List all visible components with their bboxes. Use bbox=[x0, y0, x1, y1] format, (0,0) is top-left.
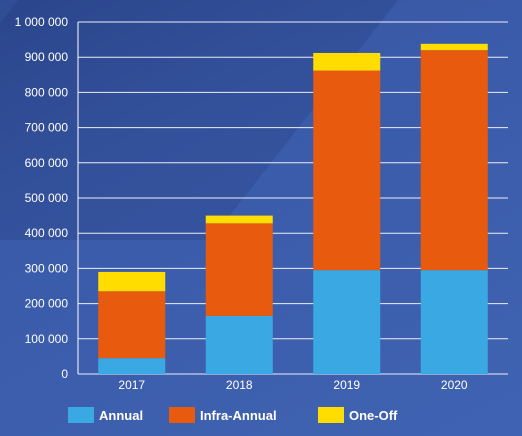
x-tick-label: 2017 bbox=[118, 378, 145, 392]
y-tick-label: 0 bbox=[61, 367, 68, 381]
y-tick-label: 200 000 bbox=[25, 297, 69, 311]
bar-one-off-2020 bbox=[420, 43, 488, 51]
bar-infra-annual-2018 bbox=[205, 223, 273, 316]
legend-swatch bbox=[169, 407, 195, 423]
y-tick-label: 900 000 bbox=[25, 50, 69, 64]
x-tick-label: 2020 bbox=[441, 378, 468, 392]
y-tick-label: 600 000 bbox=[25, 156, 69, 170]
bar-infra-annual-2020 bbox=[420, 50, 488, 271]
bar-annual-2017 bbox=[98, 358, 166, 374]
x-tick-label: 2019 bbox=[333, 378, 360, 392]
bar-one-off-2018 bbox=[205, 215, 273, 224]
legend-label: Infra-Annual bbox=[200, 408, 277, 423]
bars bbox=[98, 43, 488, 374]
x-tick-label: 2018 bbox=[226, 378, 253, 392]
y-tick-label: 300 000 bbox=[25, 261, 69, 275]
bar-one-off-2019 bbox=[313, 52, 381, 71]
bar-annual-2020 bbox=[420, 270, 488, 374]
bar-infra-annual-2019 bbox=[313, 70, 381, 271]
x-axis-ticks: 2017 2018 2019 2020 bbox=[118, 378, 468, 392]
y-tick-label: 400 000 bbox=[25, 226, 69, 240]
legend-swatch bbox=[68, 407, 94, 423]
bar-annual-2018 bbox=[205, 315, 273, 374]
y-tick-label: 1 000 000 bbox=[15, 15, 69, 29]
y-tick-label: 100 000 bbox=[25, 332, 69, 346]
legend-label: Annual bbox=[99, 408, 143, 423]
bar-infra-annual-2017 bbox=[98, 291, 166, 359]
y-axis-ticks: 0 100 000 200 000 300 000 400 000 500 000 600 … bbox=[15, 15, 69, 381]
bar-one-off-2017 bbox=[98, 271, 166, 292]
y-tick-label: 700 000 bbox=[25, 121, 69, 135]
y-tick-label: 800 000 bbox=[25, 85, 69, 99]
legend: Annual Infra-Annual One-Off bbox=[68, 407, 398, 423]
legend-label: One-Off bbox=[349, 408, 398, 423]
y-tick-label: 500 000 bbox=[25, 191, 69, 205]
legend-swatch bbox=[318, 407, 344, 423]
bar-annual-2019 bbox=[313, 270, 381, 374]
